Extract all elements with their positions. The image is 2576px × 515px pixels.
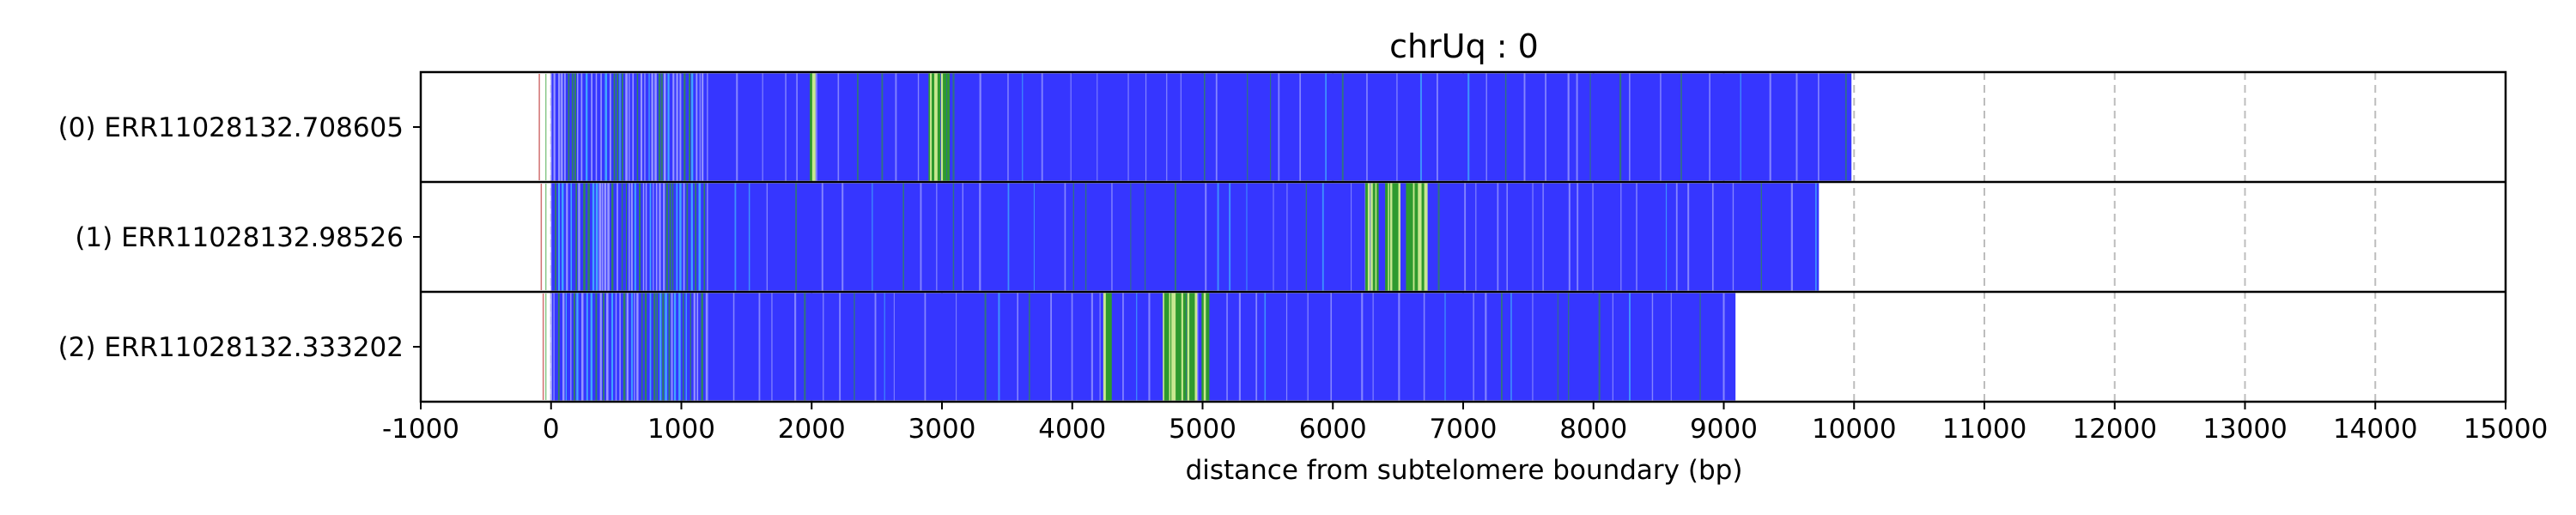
read-label: (2) ERR11028132.333202 [58, 332, 404, 363]
x-tick-label: -1000 [382, 414, 459, 445]
x-tick-label: 1000 [647, 414, 715, 445]
x-tick-label: 5000 [1169, 414, 1236, 445]
read-bar [550, 73, 1852, 181]
x-tick-label: 11000 [1942, 414, 2027, 445]
x-tick-label: 13000 [2202, 414, 2287, 445]
read-track [542, 293, 1736, 401]
x-tick-label: 7000 [1430, 414, 1498, 445]
chart-title: chrUq : 0 [1389, 27, 1539, 65]
x-tick-label: 2000 [778, 414, 846, 445]
read-label: (0) ERR11028132.708605 [58, 112, 404, 143]
read-tracks [538, 73, 1852, 401]
x-axis-ticks: -1000 0 1000 2000 3000 4000 5000 6000 7000 8000 90… [382, 402, 2548, 445]
x-tick-label: 15000 [2464, 414, 2549, 445]
read-labels: (0) ERR11028132.708605 (1) ERR11028132.98… [58, 112, 421, 363]
read-label: (1) ERR11028132.98526 [75, 222, 404, 253]
x-tick-label: 6000 [1299, 414, 1367, 445]
x-tick-label: 4000 [1038, 414, 1106, 445]
read-track [538, 73, 1852, 181]
x-tick-label: 8000 [1559, 414, 1627, 445]
x-tick-label: 3000 [908, 414, 976, 445]
x-tick-label: 12000 [2072, 414, 2157, 445]
x-tick-label: 14000 [2333, 414, 2418, 445]
x-tick-label: 9000 [1690, 414, 1758, 445]
read-track [540, 183, 1820, 291]
read-bar [550, 293, 1736, 401]
read-bar [550, 183, 1820, 291]
x-tick-label: 10000 [1812, 414, 1897, 445]
x-tick-label: 0 [543, 414, 560, 445]
x-axis-label: distance from subtelomere boundary (bp) [1186, 455, 1743, 486]
